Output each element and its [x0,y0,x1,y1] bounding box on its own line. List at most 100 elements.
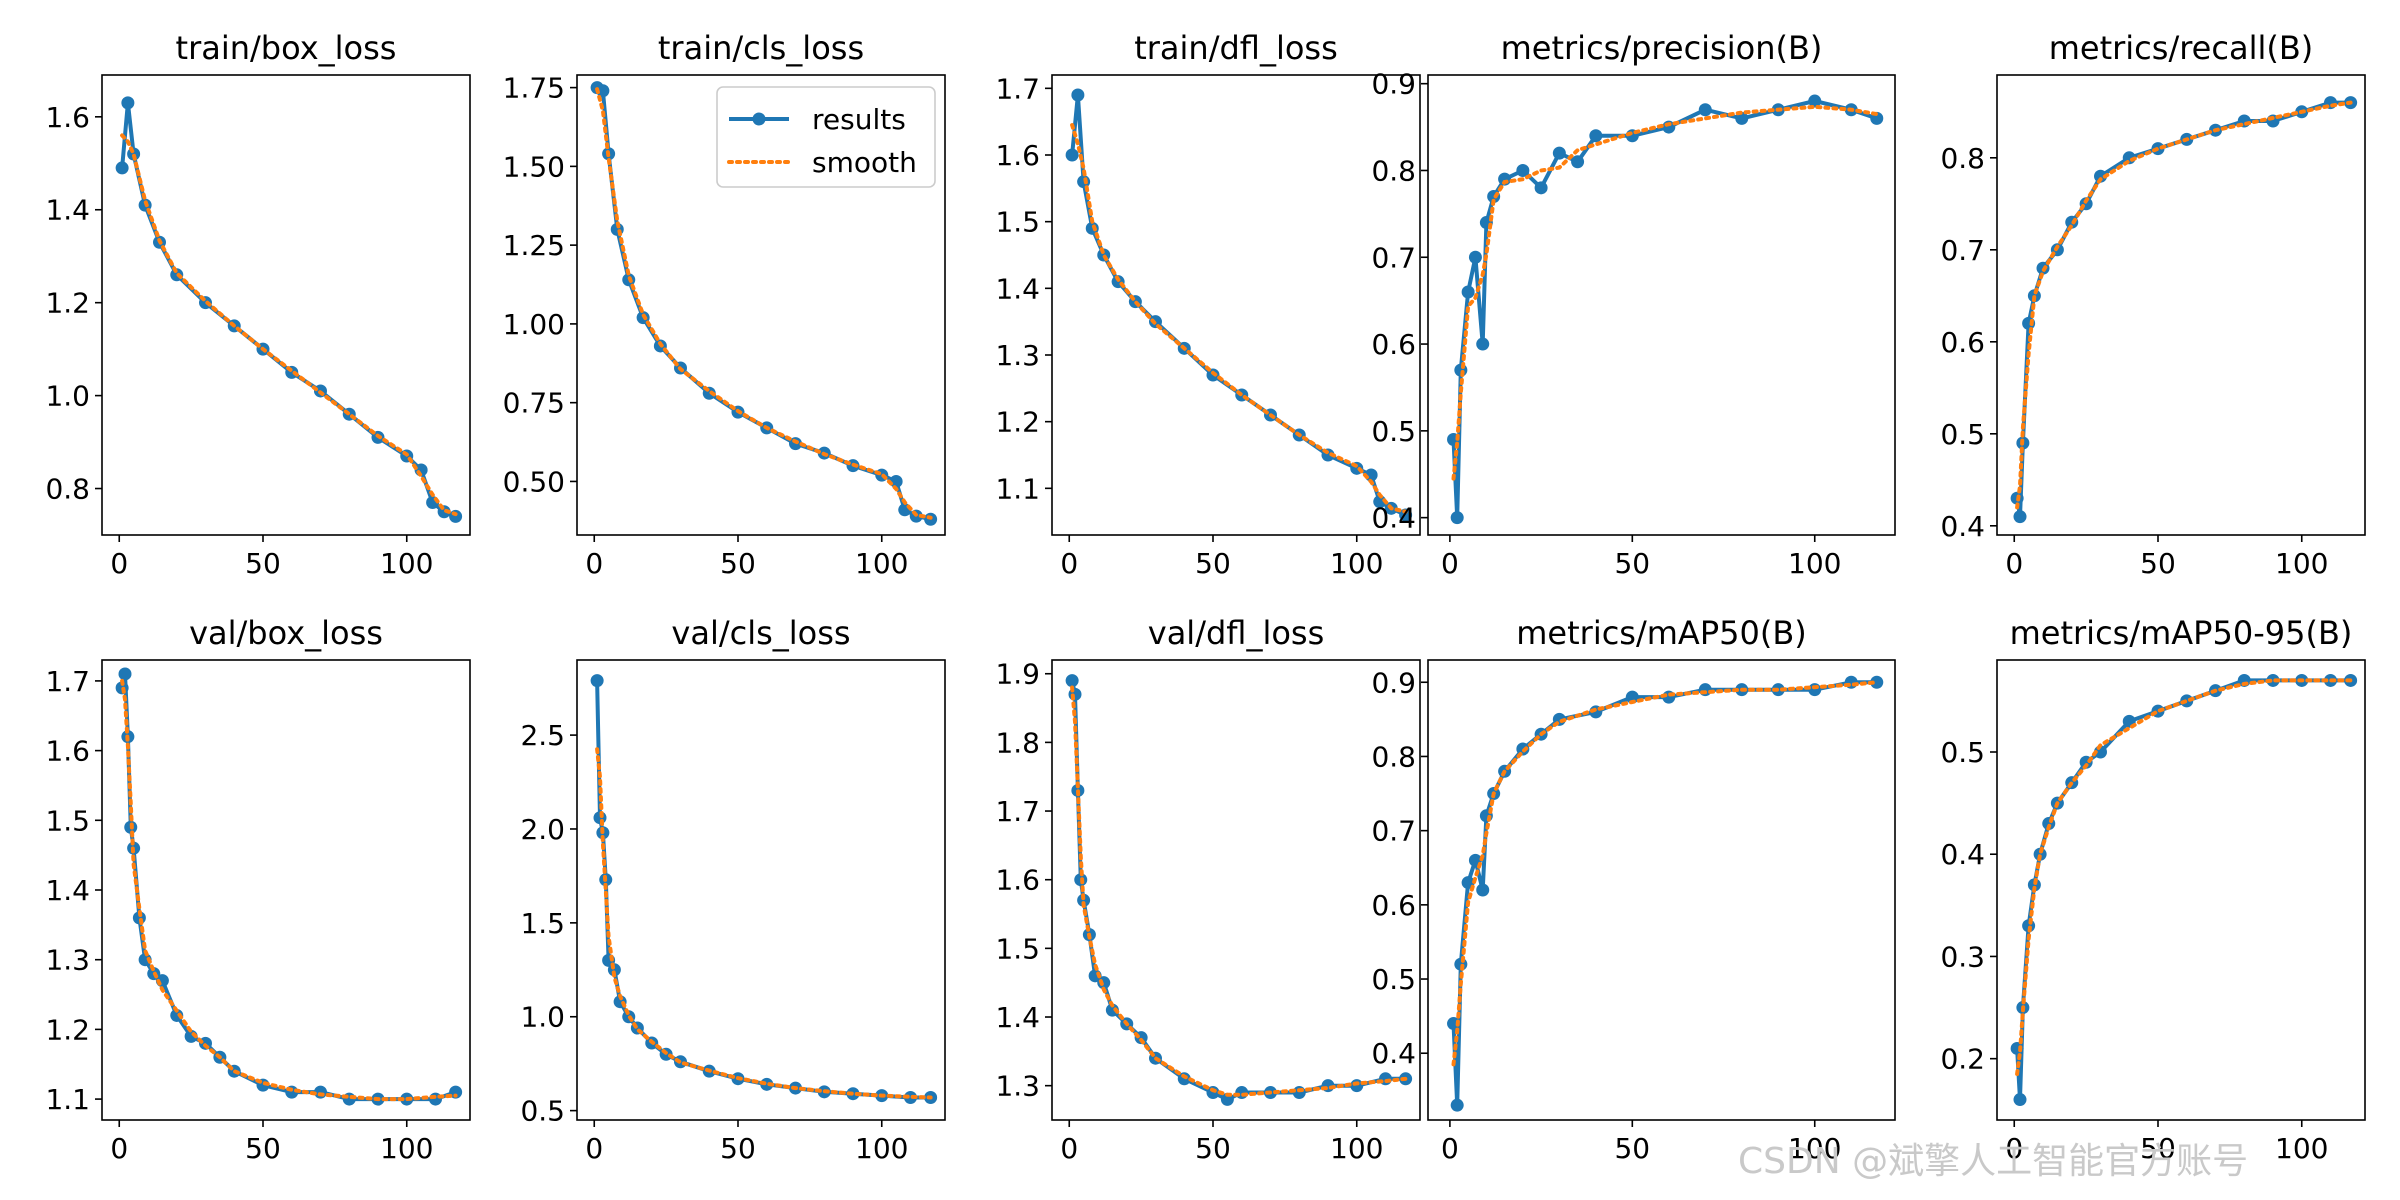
results-point [1177,1072,1191,1086]
x-tick-label: 50 [720,1132,756,1165]
y-tick-label: 1.7 [995,795,1040,828]
results-point [1450,511,1464,525]
y-tick-label: 2.0 [520,813,565,846]
y-tick-label: 1.5 [995,206,1040,239]
chart-panel-8: val/dfl_loss 0 50 100 1.3 1.4 1.5 1.6 1.7 1.8 1.9 [995,614,1421,1165]
results-point [2027,878,2041,892]
x-tick-label: 50 [1195,547,1231,580]
chart-title: val/dfl_loss [1148,614,1325,652]
x-tick-label: 0 [2005,547,2023,580]
axes-frame [1051,74,1421,536]
x-tick-label: 100 [1330,1132,1383,1165]
smooth-series-line [2015,100,2353,510]
x-tick-label: 0 [110,547,128,580]
y-tick-label: 0.7 [1940,234,1985,267]
y-tick-label: 0.6 [1371,328,1416,361]
results-point [1450,1098,1464,1112]
y-tick-label: 1.4 [995,272,1040,305]
results-point [121,96,135,110]
x-tick-label: 100 [2275,1132,2328,1165]
y-tick-label: 0.9 [1371,666,1416,699]
y-tick-label: 0.8 [1371,740,1416,773]
x-tick-label: 100 [855,1132,908,1165]
results-point [1085,221,1099,235]
x-tick-label: 50 [1614,547,1650,580]
x-tick-label: 0 [1060,547,1078,580]
y-tick-label: 1.4 [45,194,90,227]
results-point [1105,1003,1119,1017]
y-tick-label: 0.8 [45,473,90,506]
legend: results smooth [716,86,936,188]
results-series-line [120,671,457,1102]
x-tick-label: 0 [1441,547,1459,580]
y-tick-label: 0.5 [1940,418,1985,451]
results-point [1870,675,1884,689]
x-tick-label: 50 [245,1132,281,1165]
y-tick-label: 1.2 [45,1013,90,1046]
smooth-series-line [1070,685,1408,1097]
results-point [1065,674,1079,688]
y-tick-label: 1.6 [45,735,90,768]
results-series-line [1070,93,1407,517]
chart-title: metrics/mAP50(B) [1516,614,1807,652]
results-point [1698,683,1712,697]
y-tick-label: 0.50 [503,465,565,498]
y-tick-label: 0.4 [1940,510,1985,543]
y-tick-label: 1.4 [995,1001,1040,1034]
y-tick-label: 1.2 [995,406,1040,439]
chart-title: val/box_loss [189,614,383,652]
y-tick-label: 1.4 [45,874,90,907]
results-point [2094,169,2107,183]
x-tick-label: 100 [855,547,908,580]
results-point [1350,1079,1364,1093]
results-point [1808,683,1822,697]
chart-title: train/cls_loss [658,29,864,67]
axes-frame [1051,659,1421,1121]
x-tick-label: 100 [380,547,433,580]
x-tick-label: 50 [2140,1132,2176,1165]
x-tick-label: 100 [1788,1132,1841,1165]
chart-title: train/dfl_loss [1134,29,1338,67]
x-tick-label: 0 [1441,1132,1459,1165]
x-tick-label: 0 [585,547,603,580]
results-series-line [1451,99,1878,520]
results-series-line [1070,680,1406,1102]
axes-frame [101,74,471,536]
results-point [1552,146,1566,160]
legend-smooth-label: smooth [812,146,917,179]
y-tick-label: 0.5 [1371,415,1416,448]
y-tick-label: 0.9 [1371,68,1416,101]
results-point [1589,129,1603,143]
y-tick-label: 1.5 [520,907,565,940]
results-point [1516,163,1530,177]
x-tick-label: 50 [1614,1132,1650,1165]
y-tick-label: 1.1 [995,472,1040,505]
axes-frame [101,659,471,1121]
results-point [2013,510,2027,524]
smooth-series-line [2015,678,2353,1076]
results-point [1077,893,1091,907]
results-point [2013,1093,2027,1107]
chart-title: metrics/precision(B) [1501,29,1823,67]
legend-results-marker [752,112,766,126]
smooth-series-line [120,678,458,1102]
y-tick-label: 0.75 [503,387,565,420]
results-point [904,1090,917,1104]
results-point [596,84,610,98]
results-point [1071,88,1085,102]
y-tick-label: 0.6 [1940,326,1985,359]
y-tick-label: 0.5 [1940,736,1985,769]
chart-panel-5: metrics/recall(B) 0 50 100 0.4 0.5 0.6 0.7 0.8 [1940,29,2366,580]
chart-panel-7: val/cls_loss 0 50 100 0.5 1.0 1.5 2.0 2.5 [520,614,946,1165]
results-point [1476,337,1490,351]
y-tick-label: 1.9 [995,658,1040,691]
results-point [590,674,604,688]
y-tick-label: 0.8 [1371,154,1416,187]
x-tick-label: 100 [2275,547,2328,580]
results-series-line [595,680,931,1100]
axes-frame [1427,74,1896,536]
smooth-series-line [1451,680,1879,1067]
chart-panel-4: metrics/precision(B) 0 50 100 0.4 0.5 0.6 0.7 0.… [1371,29,1896,580]
x-tick-label: 0 [1060,1132,1078,1165]
